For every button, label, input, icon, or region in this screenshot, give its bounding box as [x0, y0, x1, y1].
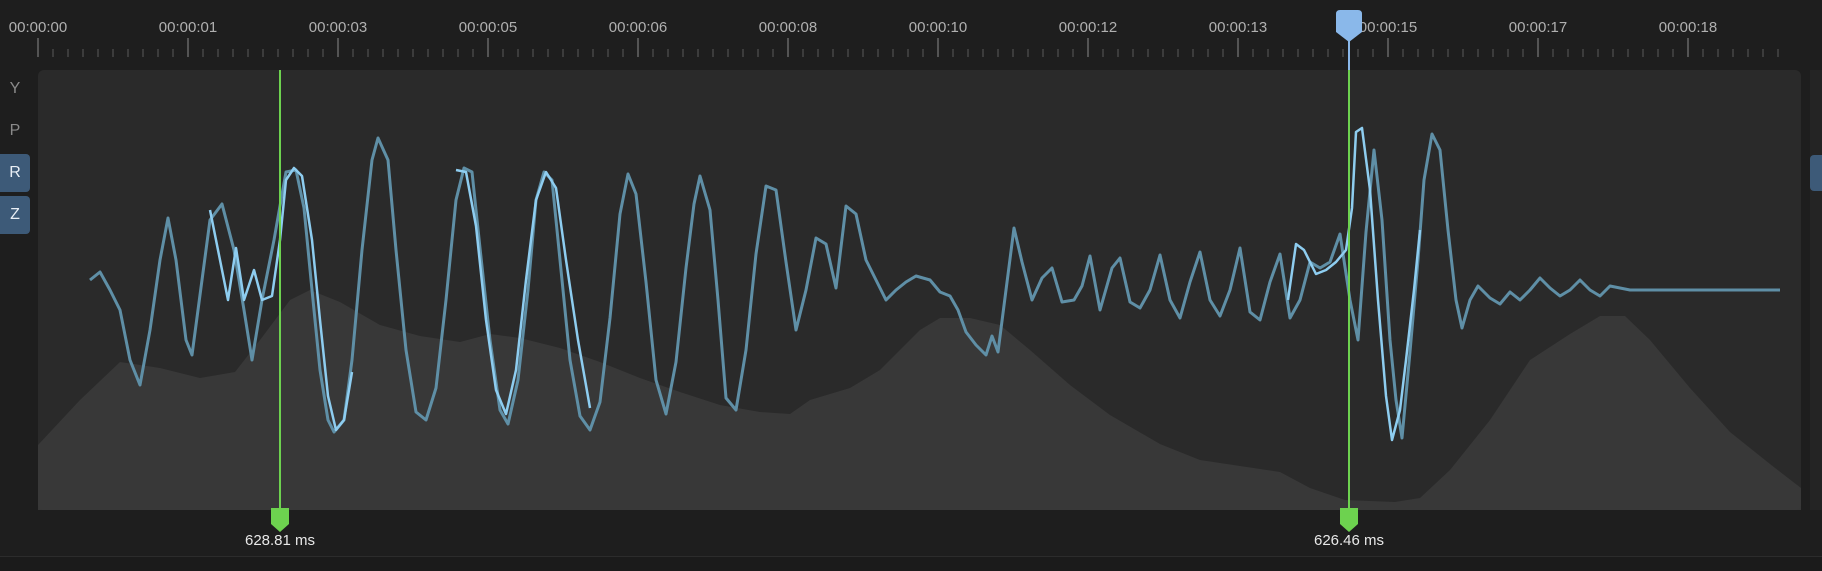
ruler-tick-label: 00:00:03 — [309, 19, 367, 36]
playhead-handle[interactable] — [1336, 10, 1362, 42]
ruler-tick-label: 00:00:10 — [909, 19, 967, 36]
signal-line-primary-2 — [455, 168, 592, 416]
ruler-tick-label: 00:00:18 — [1659, 19, 1717, 36]
ruler-tick-label: 00:00:12 — [1059, 19, 1117, 36]
channel-tab-p[interactable]: P — [9, 122, 21, 139]
marker-2-handle[interactable] — [1340, 508, 1358, 532]
ruler-tick-label: 00:00:17 — [1509, 19, 1567, 36]
ruler-tick-label: 00:00:05 — [459, 19, 517, 36]
marker-1-label: 628.81 ms — [244, 532, 316, 549]
signal-line-secondary — [89, 132, 1780, 440]
right-panel-handle[interactable] — [1810, 155, 1822, 191]
ruler-tick-label: 00:00:13 — [1209, 19, 1267, 36]
marker-1-handle[interactable] — [271, 508, 289, 532]
channel-tab-r[interactable]: R — [0, 154, 30, 192]
timeline-ruler[interactable]: 00:00:00 00:00:01 00:00:03 00:00:05 00:00:06… — [0, 0, 1822, 62]
marker-2-label: 626.46 ms — [1313, 532, 1385, 549]
channel-tab-z[interactable]: Z — [0, 196, 30, 234]
ruler-tick-label: 00:00:15 — [1359, 19, 1417, 36]
background-area — [38, 290, 1801, 510]
ruler-tick-label: 00:00:08 — [759, 19, 817, 36]
bottom-status-bar — [0, 556, 1822, 571]
signal-line-primary-1 — [208, 166, 354, 432]
ruler-tick-label: 00:00:00 — [9, 19, 67, 36]
signal-line-primary-3 — [1286, 126, 1422, 442]
ruler-tick-label: 00:00:01 — [159, 19, 217, 36]
right-scroll-strip[interactable] — [1810, 70, 1822, 510]
channel-tab-y[interactable]: Y — [9, 80, 21, 97]
ruler-tick-label: 00:00:06 — [609, 19, 667, 36]
